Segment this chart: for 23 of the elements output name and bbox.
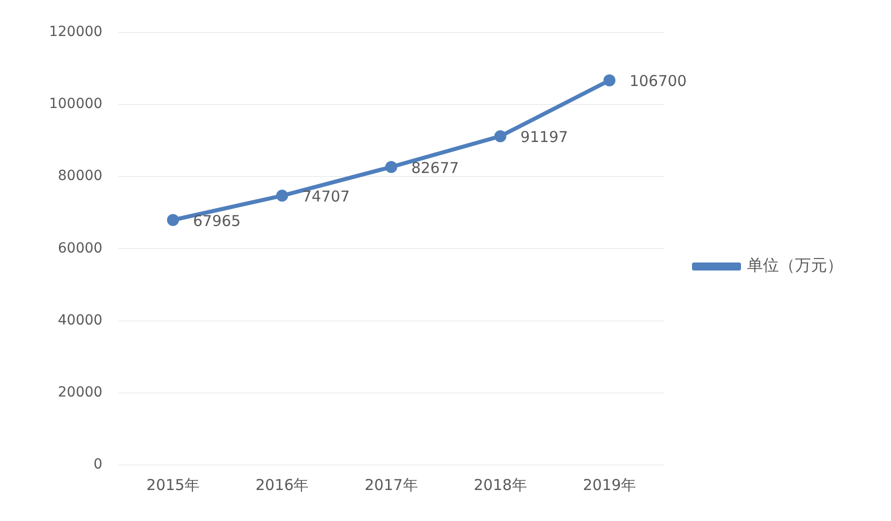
- point: [385, 160, 398, 173]
- y-tick-label: 120000: [48, 24, 102, 40]
- point: [167, 214, 179, 226]
- y-tick-label: 100000: [48, 96, 102, 112]
- y-tick-label: 20000: [58, 384, 102, 401]
- y-tick-label: 60000: [58, 240, 102, 256]
- point: [494, 130, 506, 142]
- x-tick-label: 2015年: [146, 476, 200, 494]
- legend-label: 单位（万元）: [747, 256, 843, 275]
- point: [603, 74, 616, 86]
- data-label: 91197: [520, 128, 568, 146]
- y-tick-label: 0: [94, 456, 102, 473]
- data-label: 74707: [302, 188, 350, 206]
- x-tick-label: 2016年: [256, 476, 309, 494]
- point: [276, 190, 288, 202]
- x-tick-label: 2018年: [474, 476, 527, 494]
- data-label: 67965: [193, 212, 241, 230]
- y-tick-label: 40000: [58, 312, 102, 328]
- x-tick-label: 2017年: [364, 476, 418, 494]
- y-tick-label: 80000: [58, 168, 102, 184]
- x-tick-label: 2019年: [582, 476, 636, 494]
- data-label: 106700: [629, 72, 687, 90]
- data-label: 82677: [411, 158, 459, 177]
